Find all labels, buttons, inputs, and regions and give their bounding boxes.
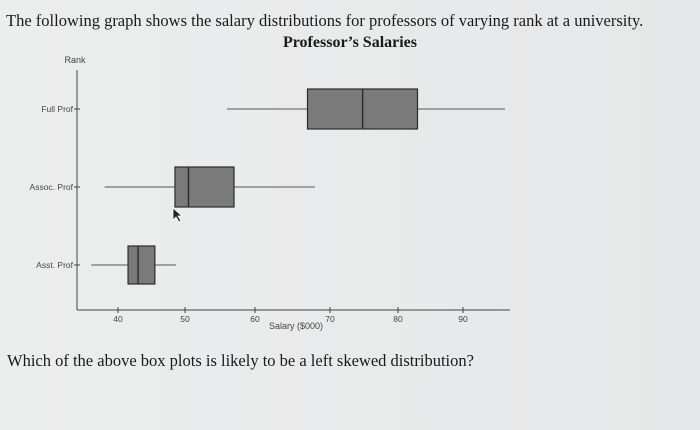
chart-title: Professor’s Salaries [282,34,418,51]
mouse-cursor-icon [172,207,183,223]
x-tick-label: 60 [250,314,260,324]
box-iqr [174,166,235,208]
category-label: Full Prof [41,104,73,114]
category-label: Assoc. Prof [30,182,74,192]
x-tick-label: 50 [180,314,190,324]
x-tick-label: 80 [393,314,403,324]
x-axis-label: Salary ($000) [269,321,323,331]
y-axis-label: Rank [64,55,86,65]
category-label: Asst. Prof [36,260,73,270]
question-text: Which of the above box plots is likely t… [7,351,474,370]
box-iqr [127,245,156,285]
x-tick-label: 70 [325,314,335,324]
x-tick-label: 90 [458,314,468,324]
intro-text: The following graph shows the salary dis… [6,11,644,30]
x-tick-label: 40 [113,314,123,324]
